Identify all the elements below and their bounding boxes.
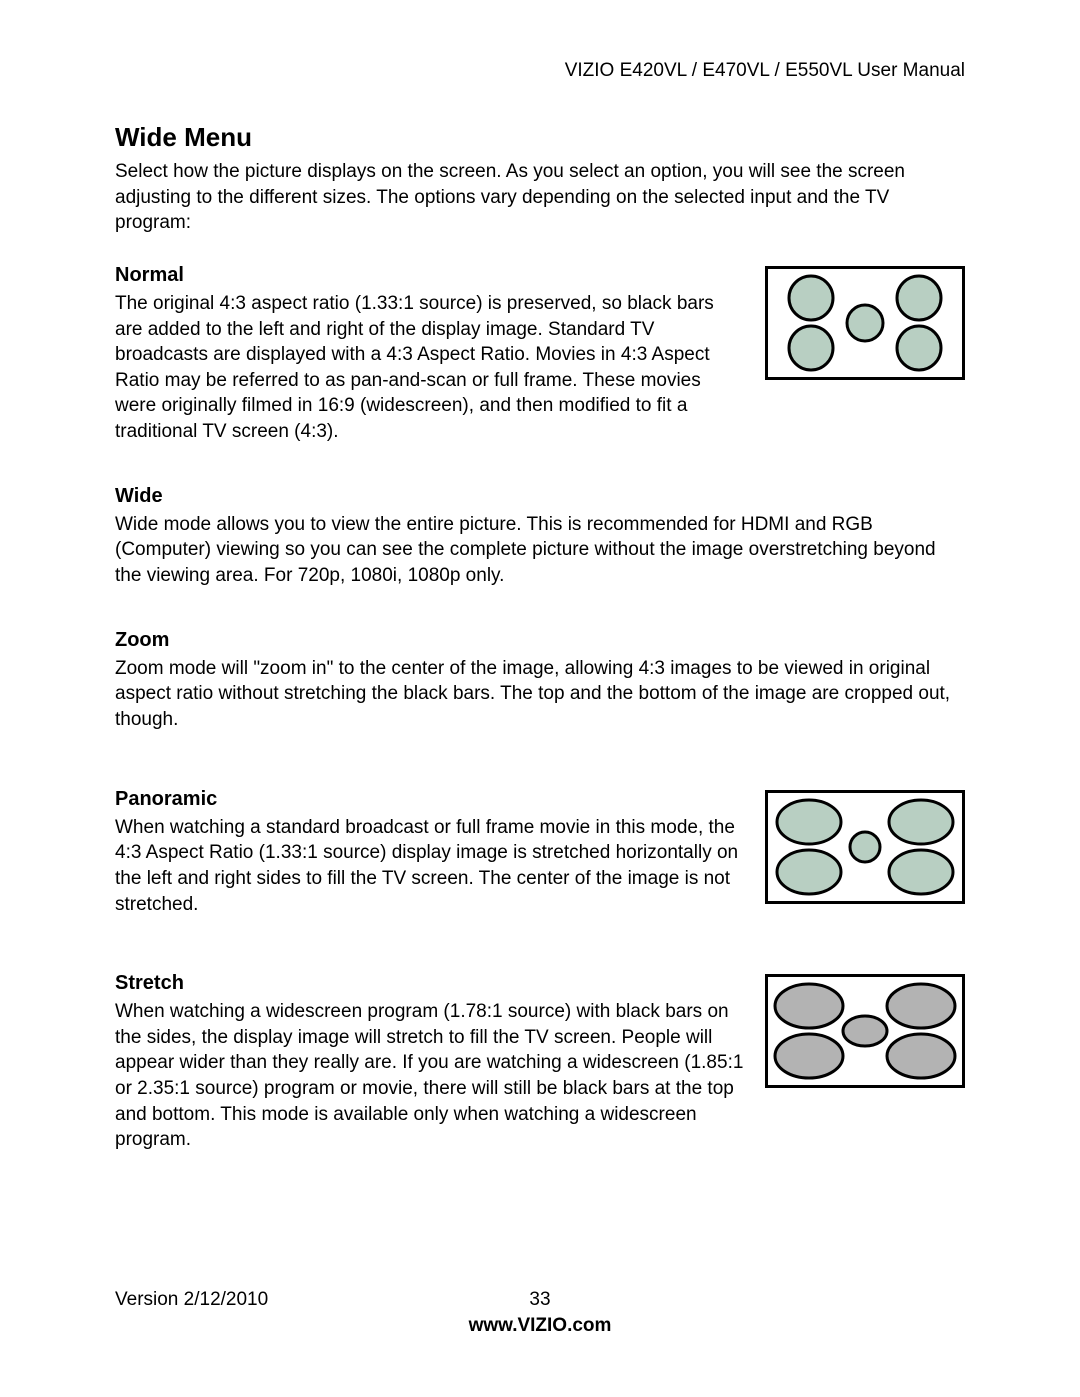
doc-title: VIZIO E420VL / E470VL / E550VL User Manu… (565, 60, 965, 81)
intro-text: Select how the picture displays on the s… (115, 159, 965, 236)
diagram-normal (765, 266, 965, 380)
diagram-normal-svg (765, 266, 965, 380)
footer-url: www.VIZIO.com (115, 1315, 965, 1337)
body-stretch: When watching a widescreen program (1.78… (115, 999, 755, 1153)
footer-page-number: 33 (115, 1289, 965, 1311)
section-zoom: Zoom Zoom mode will "zoom in" to the cen… (115, 629, 965, 733)
body-zoom: Zoom mode will "zoom in" to the center o… (115, 656, 965, 733)
doc-header: VIZIO E420VL / E470VL / E550VL User Manu… (115, 60, 965, 82)
diagram-panoramic-svg (765, 790, 965, 904)
diagram-stretch (765, 974, 965, 1088)
page-title: Wide Menu (115, 122, 965, 153)
section-normal: Normal The original 4:3 aspect ratio (1.… (115, 264, 965, 445)
section-wide: Wide Wide mode allows you to view the en… (115, 485, 965, 589)
heading-wide: Wide (115, 485, 965, 508)
body-wide: Wide mode allows you to view the entire … (115, 512, 965, 589)
section-panoramic: Panoramic When watching a standard broad… (115, 788, 965, 918)
body-normal: The original 4:3 aspect ratio (1.33:1 so… (115, 291, 755, 445)
body-panoramic: When watching a standard broadcast or fu… (115, 815, 755, 918)
section-stretch: Stretch When watching a widescreen progr… (115, 972, 965, 1153)
page-footer: 33 Version 2/12/2010 www.VIZIO.com (115, 1289, 965, 1337)
diagram-stretch-svg (765, 974, 965, 1088)
diagram-panoramic (765, 790, 965, 904)
heading-zoom: Zoom (115, 629, 965, 652)
